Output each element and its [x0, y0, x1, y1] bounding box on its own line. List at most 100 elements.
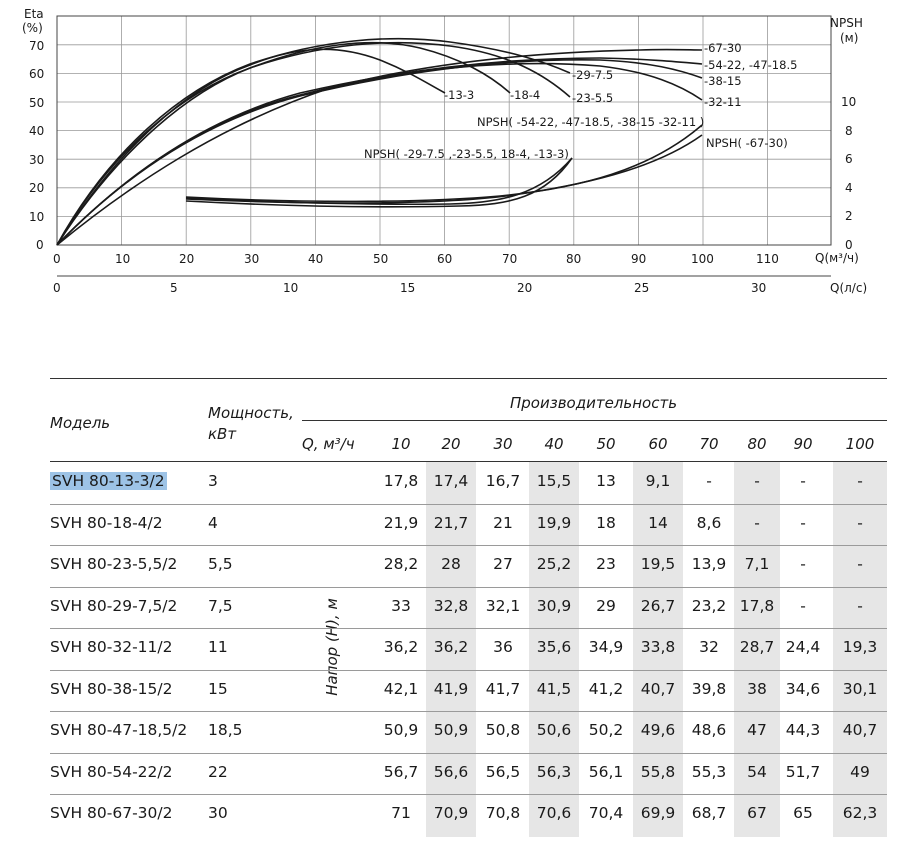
- eta-curve-18-4: [56, 41, 511, 246]
- model-name: SVH 80-29-7,5/2: [50, 596, 178, 615]
- model-name: SVH 80-23-5,5/2: [50, 555, 178, 573]
- cell-head-value: -: [754, 472, 760, 490]
- q-m3h-tick-label: 30: [244, 252, 259, 266]
- cell-model[interactable]: SVH 80-13-3/2: [50, 472, 167, 490]
- pump-performance-chart: Eta (%) NPSH (м) Q(м³/ч) Q(л/с) 0 10 20 …: [22, 7, 867, 295]
- row-divider: [50, 794, 887, 795]
- cell-power: 18,5: [208, 721, 243, 739]
- npsh-curve-big: [185, 124, 703, 203]
- cell-head-value: 67: [747, 804, 767, 822]
- cell-head-value: 18: [596, 513, 616, 532]
- cell-head-value: -: [800, 596, 806, 615]
- q-m3h-tick-label: 90: [631, 252, 646, 266]
- header-model: Модель: [50, 414, 111, 432]
- npsh-curve-small-b: [185, 157, 573, 208]
- npsh-axis-unit: (м): [840, 31, 858, 45]
- eta-tick-label: 60: [29, 67, 44, 81]
- q-ls-tick-labels: 0 5 10 15 20 25 30: [53, 281, 766, 295]
- cell-head-value: 54: [747, 762, 767, 781]
- eta-tick-label: 20: [29, 181, 44, 195]
- eta-tick-labels: 0 10 20 30 40 50 60 70: [29, 39, 44, 252]
- header-q-90: 90: [793, 435, 813, 453]
- shade-col-80: [734, 462, 780, 837]
- cell-head-value: 26,7: [640, 596, 676, 615]
- q-m3h-tick-label: 0: [53, 252, 61, 266]
- model-name: SVH 80-32-11/2: [50, 638, 173, 656]
- cell-model[interactable]: SVH 80-29-7,5/2: [50, 597, 177, 615]
- cell-model[interactable]: SVH 80-54-22/2: [50, 763, 172, 781]
- table-row: SVH 80-38-15/2 15 42,1 41,9 41,7 41,5 41,2 40,7…: [50, 670, 887, 712]
- q-m3h-tick-label: 80: [566, 252, 581, 266]
- cell-head-value: 13: [596, 472, 616, 490]
- cell-head-value: 19,5: [640, 555, 676, 573]
- curve-label-54-22: -54-22, -47-18.5: [704, 58, 797, 72]
- cell-head-value: 21,7: [433, 513, 469, 532]
- cell-head-value: 40,7: [842, 721, 878, 739]
- q-m3h-tick-label: 70: [502, 252, 517, 266]
- cell-head-value: 28: [441, 555, 461, 573]
- row-divider: [50, 586, 887, 588]
- cell-head-value: 36: [493, 638, 513, 656]
- cell-head-value: 49,6: [640, 721, 676, 739]
- cell-head-value: 38: [747, 679, 767, 698]
- eta-curve-67-30: [56, 48, 703, 246]
- cell-head-value: -: [857, 555, 863, 573]
- eta-curve-54-22: [56, 57, 703, 246]
- header-capacity-rule: [302, 420, 887, 421]
- cell-head-value: 40,7: [640, 679, 676, 698]
- shade-col-20: [426, 462, 476, 837]
- cell-head-value: 51,7: [785, 762, 821, 781]
- npsh-curves: [185, 124, 703, 208]
- cell-head-value: 69,9: [640, 804, 676, 822]
- cell-model[interactable]: SVH 80-67-30/2: [50, 804, 172, 822]
- cell-model[interactable]: SVH 80-18-4/2: [50, 514, 163, 532]
- header-q-40: 40: [544, 435, 564, 453]
- q-ls-tick-label: 15: [400, 281, 415, 295]
- cell-head-value: 55,8: [640, 762, 676, 781]
- cell-head-value: 44,3: [785, 721, 821, 739]
- cell-head-value: -: [857, 513, 863, 532]
- cell-head-value: 7,1: [744, 555, 770, 573]
- cell-model[interactable]: SVH 80-38-15/2: [50, 680, 172, 698]
- cell-head-value: 39,8: [691, 679, 727, 698]
- cell-head-value: 50,6: [536, 721, 572, 739]
- row-divider: [50, 628, 887, 629]
- cell-head-value: 49: [850, 762, 870, 781]
- cell-head-value: 41,5: [536, 679, 572, 698]
- cell-head-value: 34,6: [785, 679, 821, 698]
- cell-head-value: 47: [747, 721, 767, 739]
- table-row: SVH 80-54-22/2 22 56,7 56,6 56,5 56,3 56,1 55,8…: [50, 753, 887, 795]
- cell-head-value: 9,1: [645, 472, 671, 490]
- cell-head-value: -: [800, 555, 806, 573]
- q-ls-tick-label: 0: [53, 281, 61, 295]
- curve-label-67-30: -67-30: [704, 41, 742, 55]
- row-divider: [50, 669, 887, 671]
- model-name: SVH 80-13-3/2: [50, 472, 167, 490]
- cell-head-value: 56,6: [433, 762, 469, 781]
- q-m3h-axis-label: Q(м³/ч): [815, 251, 859, 265]
- q-m3h-tick-label: 40: [308, 252, 323, 266]
- npsh-tick-label: 4: [845, 181, 853, 195]
- header-q-30: 30: [493, 435, 513, 453]
- header-power-line2: кВт: [208, 425, 237, 443]
- cell-head-value: -: [800, 472, 806, 490]
- header-q-unit: Q, м³/ч: [302, 435, 355, 453]
- cell-head-value: 36,2: [383, 638, 419, 656]
- model-name: SVH 80-38-15/2: [50, 679, 173, 698]
- q-m3h-tick-label: 60: [437, 252, 452, 266]
- row-divider: [50, 545, 887, 546]
- row-divider: [50, 752, 887, 754]
- cell-model[interactable]: SVH 80-32-11/2: [50, 638, 172, 656]
- q-m3h-tick-labels: 0 10 20 30 40 50 60 70 80 90 100 110: [53, 252, 779, 266]
- cell-head-value: 50,8: [485, 721, 521, 739]
- cell-model[interactable]: SVH 80-23-5,5/2: [50, 555, 177, 573]
- q-m3h-tick-label: 20: [179, 252, 194, 266]
- cell-model[interactable]: SVH 80-47-18,5/2: [50, 721, 187, 739]
- npsh-tick-label: 6: [845, 152, 853, 166]
- cell-head-value: 30,1: [842, 679, 878, 698]
- cell-head-value: -: [857, 596, 863, 615]
- eta-tick-label: 30: [29, 153, 44, 167]
- cell-head-value: 41,7: [485, 679, 521, 698]
- cell-power: 30: [208, 804, 228, 822]
- cell-head-value: 42,1: [383, 679, 419, 698]
